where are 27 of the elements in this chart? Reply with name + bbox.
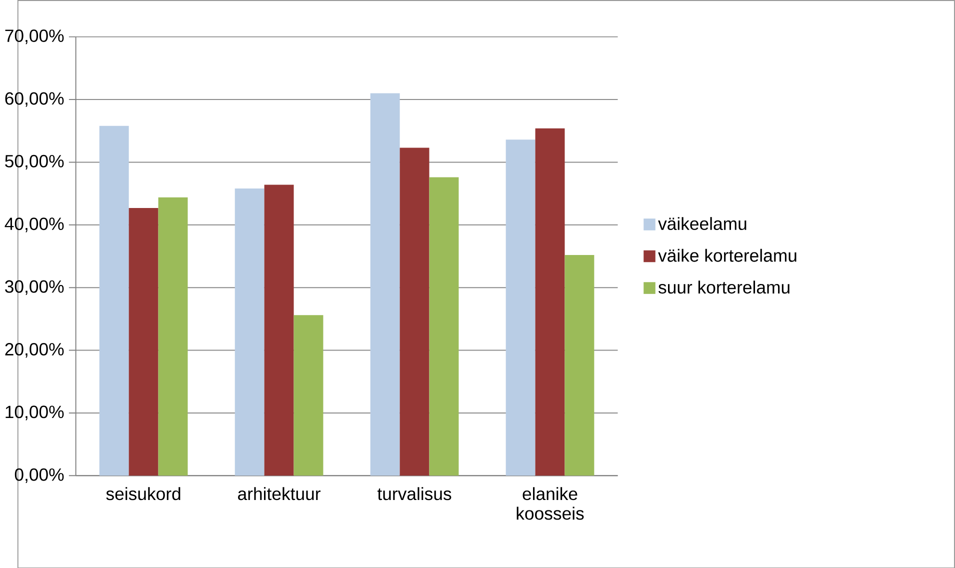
y-tick-label: 40,00%: [4, 217, 64, 232]
y-tick-label: 10,00%: [6, 405, 64, 420]
legend-label: väike korterelamu: [658, 248, 796, 262]
y-tick-label: 50,00%: [5, 154, 64, 170]
bar: [99, 126, 129, 476]
legend-label: väikeelamu: [658, 216, 746, 230]
y-tick-label: 20,00%: [5, 342, 64, 358]
bar: [506, 139, 536, 476]
y-tick-label: 0,00%: [14, 468, 64, 483]
bar: [429, 177, 459, 476]
bar: [400, 148, 430, 476]
bar: [158, 197, 188, 476]
bar: [564, 254, 594, 476]
bar: [535, 128, 565, 476]
y-tick-label: 70,00%: [5, 29, 64, 44]
bar: [294, 314, 324, 476]
bar: [234, 188, 264, 476]
bar: [370, 93, 400, 476]
x-tick-label: arhitektuur: [238, 486, 320, 500]
bar: [128, 208, 158, 476]
legend-label: suur korterelamu: [658, 280, 790, 294]
bar: [264, 184, 294, 476]
y-tick-label: 60,00%: [5, 92, 64, 107]
x-tick-label: elanike koosseis: [516, 486, 584, 520]
x-tick-label: seisukord: [106, 486, 180, 500]
x-tick-label: turvalisus: [377, 486, 452, 500]
y-tick-label: 30,00%: [5, 280, 64, 295]
